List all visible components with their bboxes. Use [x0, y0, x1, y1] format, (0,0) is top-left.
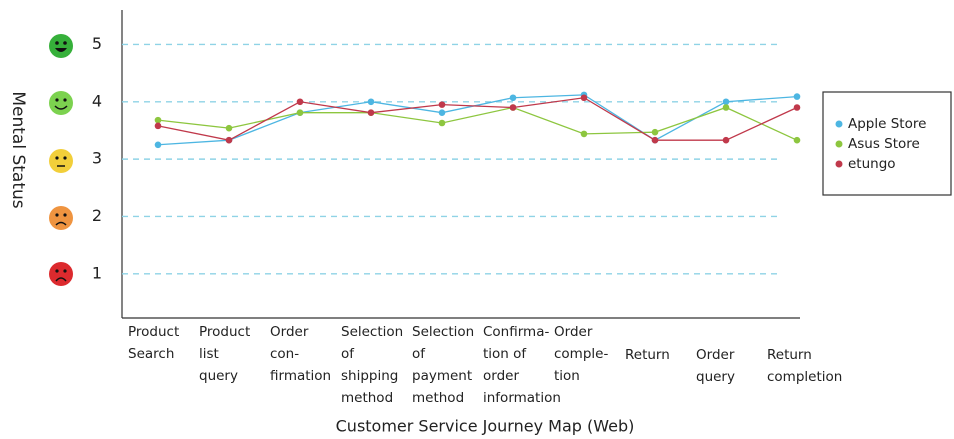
legend-label: Asus Store — [848, 136, 920, 152]
data-point — [154, 116, 162, 124]
series-line — [157, 97, 798, 141]
x-tick-label: Order con- firmation — [270, 324, 332, 384]
legend-marker — [835, 140, 843, 148]
x-tick-label: Selection of shipping method — [341, 324, 404, 406]
data-point — [722, 98, 730, 106]
y-tick-label: 1 — [92, 263, 102, 282]
data-point — [793, 136, 801, 144]
data-point — [296, 98, 304, 106]
data-point — [722, 136, 730, 144]
x-axis-title: Customer Service Journey Map (Web) — [336, 417, 635, 436]
data-point — [651, 136, 659, 144]
data-point — [509, 94, 517, 102]
data-point — [438, 101, 446, 108]
data-point — [722, 104, 730, 111]
y-axis-title: Mental Status — [8, 91, 28, 208]
data-point — [367, 109, 375, 116]
data-point — [793, 93, 801, 100]
data-point — [154, 122, 162, 130]
x-tick-label: Return completion — [767, 347, 843, 385]
data-point — [225, 124, 233, 132]
x-tick-label: Return — [625, 347, 670, 363]
data-point — [793, 104, 801, 111]
data-point — [225, 136, 233, 144]
mood-icons — [49, 34, 73, 286]
y-tick-label: 5 — [92, 34, 102, 53]
data-point — [509, 104, 517, 111]
x-tick-label: Order query — [696, 347, 735, 385]
data-point — [580, 130, 588, 138]
y-tick-label: 3 — [92, 149, 102, 168]
data-point — [438, 119, 446, 127]
series-line — [157, 94, 798, 146]
legend-marker — [835, 120, 843, 128]
data-point — [438, 109, 446, 116]
x-tick-label: Confirma- tion of order information — [483, 324, 561, 406]
data-point — [154, 141, 162, 149]
series-line — [157, 106, 798, 141]
y-tick-label: 4 — [92, 91, 102, 110]
legend-marker — [835, 160, 843, 168]
legend-label: Apple Store — [848, 116, 926, 132]
x-tick-label: Selection of payment method — [412, 324, 475, 406]
legend-box — [822, 91, 952, 196]
x-tick-label: Order comple- tion — [554, 324, 609, 384]
legend-label: etungo — [848, 156, 896, 172]
x-tick-label: Product Search — [128, 324, 180, 362]
data-point — [580, 94, 588, 102]
data-point — [296, 109, 304, 116]
x-tick-label: Product list query — [199, 324, 251, 384]
data-point — [651, 128, 659, 136]
y-tick-label: 2 — [92, 206, 102, 225]
data-point — [367, 98, 375, 106]
